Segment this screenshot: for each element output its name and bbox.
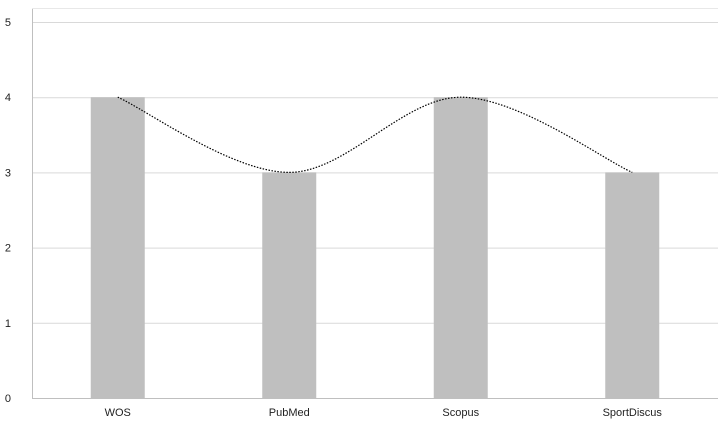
labels-layer: 0 1 2 3 4 5 WOS PubMed Scopus SportDiscus bbox=[5, 17, 663, 419]
y-tick-label: 0 bbox=[5, 393, 11, 405]
x-tick-label-scopus: Scopus bbox=[442, 407, 479, 419]
y-tick-label: 1 bbox=[5, 318, 11, 330]
axis-layer bbox=[32, 8, 718, 399]
bar-scopus bbox=[433, 97, 488, 398]
x-tick-label-wos: WOS bbox=[105, 407, 131, 419]
y-tick-label: 4 bbox=[5, 92, 11, 104]
y-tick-label: 5 bbox=[5, 17, 11, 29]
bars-layer bbox=[90, 97, 660, 398]
bar-wos bbox=[90, 97, 145, 398]
trendline bbox=[117, 96, 633, 174]
y-tick-label: 2 bbox=[5, 243, 11, 255]
trendline-layer bbox=[117, 96, 633, 174]
bar-pubmed bbox=[262, 172, 317, 398]
grid-layer bbox=[32, 22, 718, 324]
y-tick-label: 3 bbox=[5, 167, 11, 179]
bar-sportdiscus bbox=[605, 172, 660, 398]
x-tick-label-pubmed: PubMed bbox=[269, 407, 310, 419]
x-tick-label-sportdiscus: SportDiscus bbox=[603, 407, 663, 419]
